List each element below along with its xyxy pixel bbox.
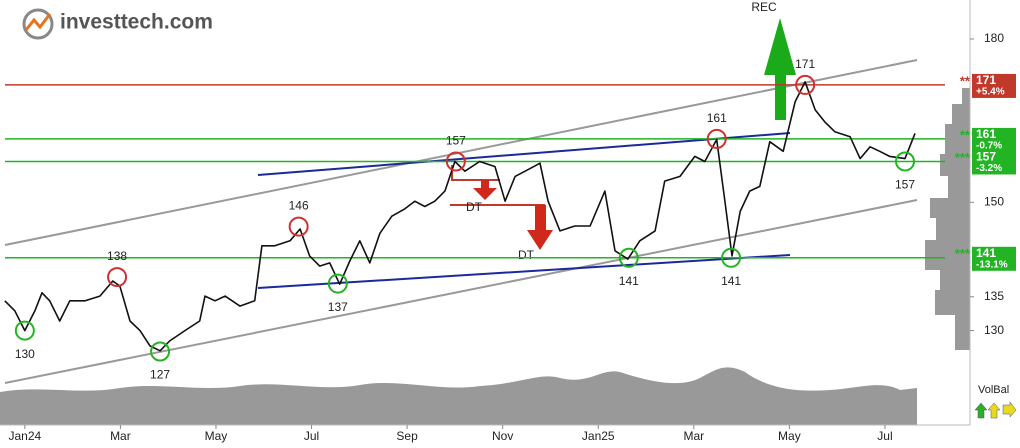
sell-arrow [473, 180, 497, 200]
trend-line [4, 199, 918, 384]
logo-text: investtech.com [60, 11, 213, 34]
profile-bar [935, 290, 970, 315]
annotation-label: 157 [446, 134, 466, 148]
x-tick-label: Mar [683, 429, 704, 443]
level-box [972, 150, 1016, 175]
y-tick-label: 135 [984, 289, 1004, 303]
annotation-circle [327, 273, 348, 294]
indicator-icon [974, 402, 988, 419]
level-stars: ** [960, 73, 971, 88]
y-tick-label: 180 [984, 31, 1004, 45]
price-line [4, 81, 916, 352]
x-tick-label: Nov [492, 429, 513, 443]
level-stars: ** [960, 127, 971, 142]
annotation-label: 157 [895, 178, 915, 192]
level-box [972, 73, 1016, 98]
level-value: 171 [976, 73, 996, 87]
logo: investtech.com [22, 8, 213, 40]
level-change: -13.1% [976, 259, 1008, 270]
profile-bar [962, 88, 970, 104]
level-stars: *** [955, 150, 971, 165]
sell-arrow [527, 205, 553, 250]
plot: 130 135 150 180 Jan24 Mar May Jul Sep Nov Jan25 Mar… [4, 31, 1016, 443]
buy-arrow [764, 18, 796, 120]
annotation-circle [721, 247, 742, 268]
x-tick-label: Jan25 [582, 429, 615, 443]
y-tick-label: 150 [984, 195, 1004, 209]
volume-profile [925, 88, 970, 350]
x-tick-label: May [778, 429, 801, 443]
annotation-label: 138 [107, 249, 127, 263]
signal-label: DT [466, 200, 483, 214]
annotation-label: 161 [707, 111, 727, 125]
level-box [972, 127, 1016, 152]
annotation-label: 146 [289, 199, 309, 213]
annotation-circle [895, 151, 916, 172]
profile-bar [936, 218, 970, 240]
annotation-circle [107, 267, 128, 288]
signal-label: REC [751, 0, 777, 14]
profile-bar [952, 104, 970, 124]
annotation-circle [706, 128, 727, 149]
y-tick-label: 130 [984, 323, 1004, 337]
x-tick-label: Jan24 [8, 429, 41, 443]
profile-bar [945, 124, 970, 154]
signal-label: DT [518, 248, 535, 262]
signals: DT DT REC [450, 0, 796, 262]
annotation-label: 171 [795, 57, 815, 71]
x-tick-label: Jul [304, 429, 319, 443]
annotation-circle [618, 247, 639, 268]
level-value: 141 [976, 246, 996, 260]
annotation-label: 130 [15, 347, 35, 361]
x-tick-label: May [205, 429, 228, 443]
annotation-circle [445, 151, 466, 172]
level-change: +5.4% [976, 87, 1005, 98]
profile-bar [955, 315, 970, 350]
level-value: 161 [976, 127, 996, 141]
profile-bar [940, 154, 970, 176]
level-stars: *** [955, 246, 971, 261]
annotation-circle [795, 74, 816, 95]
profile-bar [925, 240, 970, 270]
indicator-icon [987, 402, 1001, 419]
annotation-label: 141 [721, 274, 741, 288]
annotation-label: 127 [150, 368, 170, 382]
volume-area [0, 367, 917, 425]
level-value: 157 [976, 150, 996, 164]
profile-bar [930, 198, 970, 218]
annotation-circle [150, 341, 171, 362]
x-tick-label: Jul [877, 429, 892, 443]
indicator-icons [974, 401, 1017, 419]
level-change: -0.7% [976, 141, 1002, 152]
profile-bar [940, 270, 970, 290]
logo-icon [22, 8, 54, 40]
annotation-label: 141 [619, 274, 639, 288]
profile-bar [948, 176, 970, 198]
annotation-label: 137 [328, 300, 348, 314]
x-tick-label: Sep [396, 429, 418, 443]
level-box [972, 246, 1016, 271]
trend-line [257, 132, 791, 176]
trend-line [4, 59, 918, 246]
x-tick-label: Mar [110, 429, 131, 443]
annotation-circle [288, 216, 309, 237]
level-change: -3.2% [976, 163, 1002, 174]
logo-icon [24, 13, 52, 31]
indicator-icon [1002, 401, 1017, 418]
annotation-circle [14, 320, 35, 341]
indicator-label: VolBal [978, 384, 1009, 396]
